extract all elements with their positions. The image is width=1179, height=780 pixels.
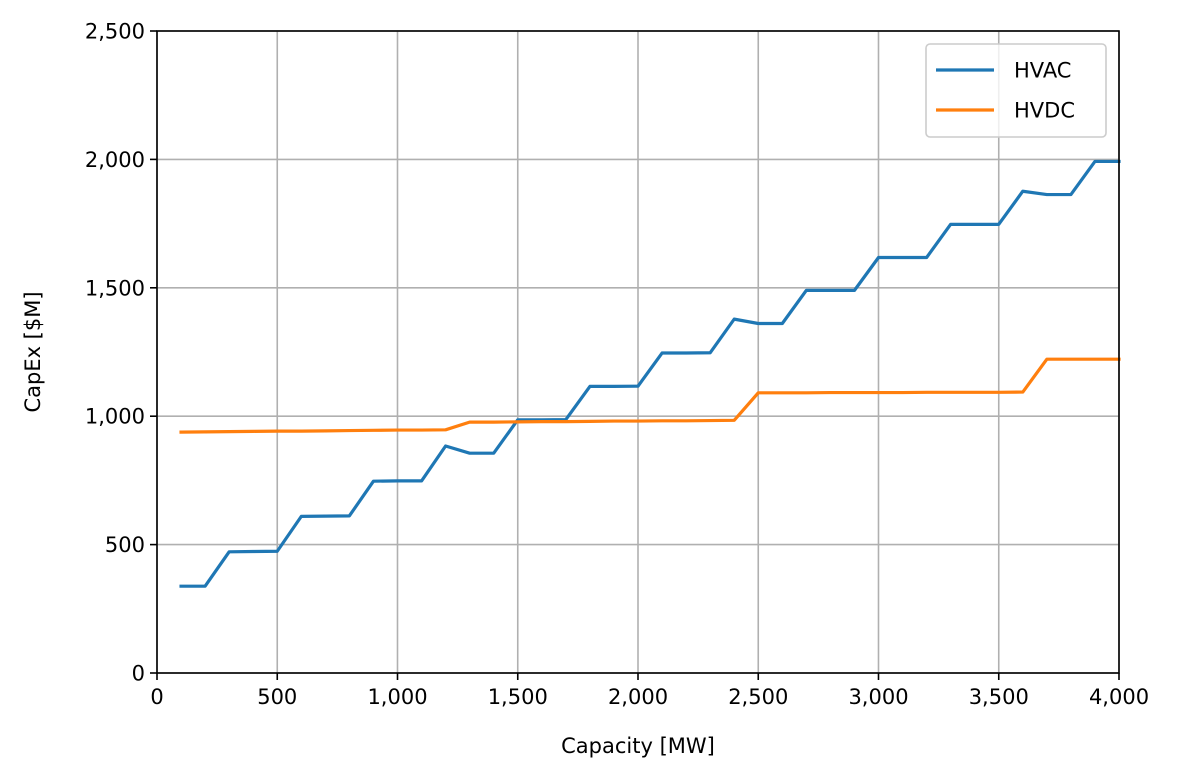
x-tick-label: 1,000 xyxy=(367,685,427,709)
x-tick-label: 1,500 xyxy=(488,685,548,709)
legend-label-hvac: HVAC xyxy=(1014,59,1071,83)
x-tick-label: 3,500 xyxy=(969,685,1029,709)
series-line-hvdc xyxy=(179,357,1121,434)
y-axis-label: CapEx [$M] xyxy=(21,291,45,412)
x-tick-label: 500 xyxy=(257,685,297,709)
y-tick-label: 1,500 xyxy=(85,276,145,300)
x-tick-label: 2,000 xyxy=(608,685,668,709)
legend: HVAC HVDC xyxy=(925,43,1107,138)
axis-ticks: 0 500 1,000 1,500 2,000 2,500 3,000 3,500 4,000 0… xyxy=(85,20,1149,710)
y-tick-label: 1,000 xyxy=(85,405,145,429)
x-tick-label: 0 xyxy=(150,685,163,709)
x-tick-label: 2,500 xyxy=(728,685,788,709)
y-tick-label: 2,500 xyxy=(85,20,145,44)
legend-label-hvdc: HVDC xyxy=(1014,99,1075,123)
x-tick-label: 4,000 xyxy=(1089,685,1149,709)
y-tick-label: 500 xyxy=(105,533,145,557)
y-tick-label: 0 xyxy=(132,662,145,686)
x-tick-label: 3,000 xyxy=(848,685,908,709)
legend-box xyxy=(925,43,1107,138)
series-lines xyxy=(179,159,1121,588)
series-line-hvac xyxy=(179,159,1121,588)
x-axis-label: Capacity [MW] xyxy=(561,734,715,758)
y-tick-label: 2,000 xyxy=(85,148,145,172)
